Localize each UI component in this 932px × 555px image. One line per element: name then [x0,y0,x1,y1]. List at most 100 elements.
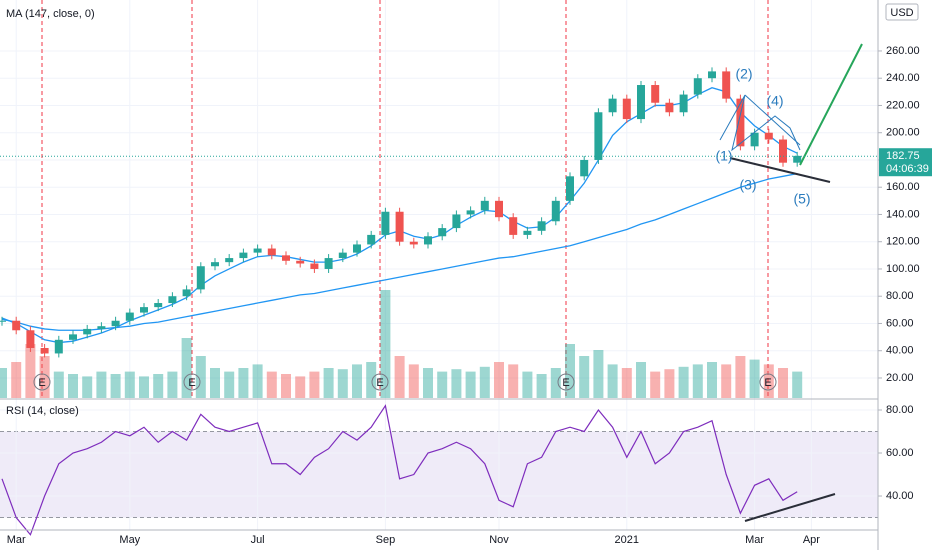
volume-bar [352,364,362,398]
volume-bar [749,359,760,398]
countdown: 04:06:39 [886,163,929,175]
earnings-marker[interactable] [371,373,389,391]
candle-body [111,320,120,327]
y-tick-label: 220.00 [886,99,920,111]
candle-body [97,326,106,329]
y-tick-label: 100.00 [886,263,920,275]
volume-bar [536,374,547,398]
x-tick-label: Jul [251,534,265,546]
volume-bar [323,368,334,398]
volume-bar [451,369,462,398]
earnings-marker[interactable] [759,373,777,391]
volume-bar [763,364,774,398]
volume-bar [380,290,391,398]
volume-bar [252,364,263,398]
candle-body [12,320,21,331]
volume-bar [437,371,448,398]
volume-bar [550,368,561,398]
earnings-marker[interactable] [557,373,575,391]
candle-body [154,303,163,308]
volume-bar [224,371,235,398]
rsi-band [0,431,878,518]
volume-bar [238,368,249,398]
x-tick-label: Apr [803,534,820,546]
volume-bar [153,374,164,398]
candle-body [424,236,432,245]
ma-legend[interactable]: MA (147, close, 0) [6,8,95,20]
y-tick-label: 40.00 [886,345,914,357]
y-tick-label: 240.00 [886,72,920,84]
volume-bar [565,344,575,398]
candle-body [253,248,262,253]
candle-body [637,85,645,120]
earnings-lines [41,0,769,398]
last-price-label: 182.75 [886,150,920,162]
currency-badge[interactable] [885,3,919,21]
earnings-marker[interactable] [183,373,201,391]
volume-bar [295,376,306,398]
trend-line [729,157,831,183]
volume-bar [139,376,149,398]
y-tick-label: 60.00 [886,447,914,459]
volume-bar [394,356,405,398]
volume-bar [82,376,93,398]
candle-body [764,132,773,140]
volume-bar [110,374,121,398]
candle-body [69,334,77,340]
candle-body [338,252,347,259]
volume-bar [778,368,788,398]
volume-bar [607,364,618,398]
candle-body [438,228,447,237]
wave-label: (1) [715,148,732,164]
candle-body [282,255,290,261]
drawings: (1) (2) (3) (4) (5) [715,43,863,522]
candle-body [750,132,759,147]
candle-body [793,155,802,163]
candle-body [211,262,219,267]
y-tick-label: 140.00 [886,208,920,220]
candle-body [452,214,461,229]
candle-body [722,71,731,99]
volume-bar [266,371,277,398]
wave-label: (2) [735,66,752,82]
candle-body [367,234,376,245]
earnings-label: E [38,377,45,389]
x-tick-label: 2021 [615,534,639,546]
volume-bar [479,366,490,398]
volume-bar [636,362,646,398]
candle-body [196,266,205,290]
volume-bar [68,374,78,398]
rsi-legend[interactable]: RSI (14, close) [6,405,79,417]
volume-bar [508,364,519,398]
volume-bar [423,368,433,398]
wave-label: (4) [766,93,783,109]
earnings-label: E [376,377,383,389]
x-tick-label: Nov [489,534,509,546]
volume-bar [167,371,178,398]
wave-label: (5) [793,191,810,207]
volume-bar [96,371,107,398]
candle-body [225,258,234,263]
volume-bar [124,371,135,398]
candle-body [26,330,35,348]
earnings-marker[interactable] [33,373,51,391]
volume-bar [650,371,661,398]
candle-body [566,176,574,201]
candle-body [140,307,148,313]
candle-body [409,241,418,245]
currency: USD [890,7,913,19]
volume-bar [210,368,220,398]
candle-body [594,112,603,160]
volume-bar [792,371,803,398]
y-tick-label: 60.00 [886,317,914,329]
volume-bar [181,338,192,398]
volume-bar [721,364,732,398]
wave-channel [744,94,801,146]
volume-bar [195,356,206,398]
candle-body [353,244,361,253]
y-tick-label: 160.00 [886,181,920,193]
y-tick-label: 40.00 [886,490,914,502]
candle-body [665,102,674,113]
